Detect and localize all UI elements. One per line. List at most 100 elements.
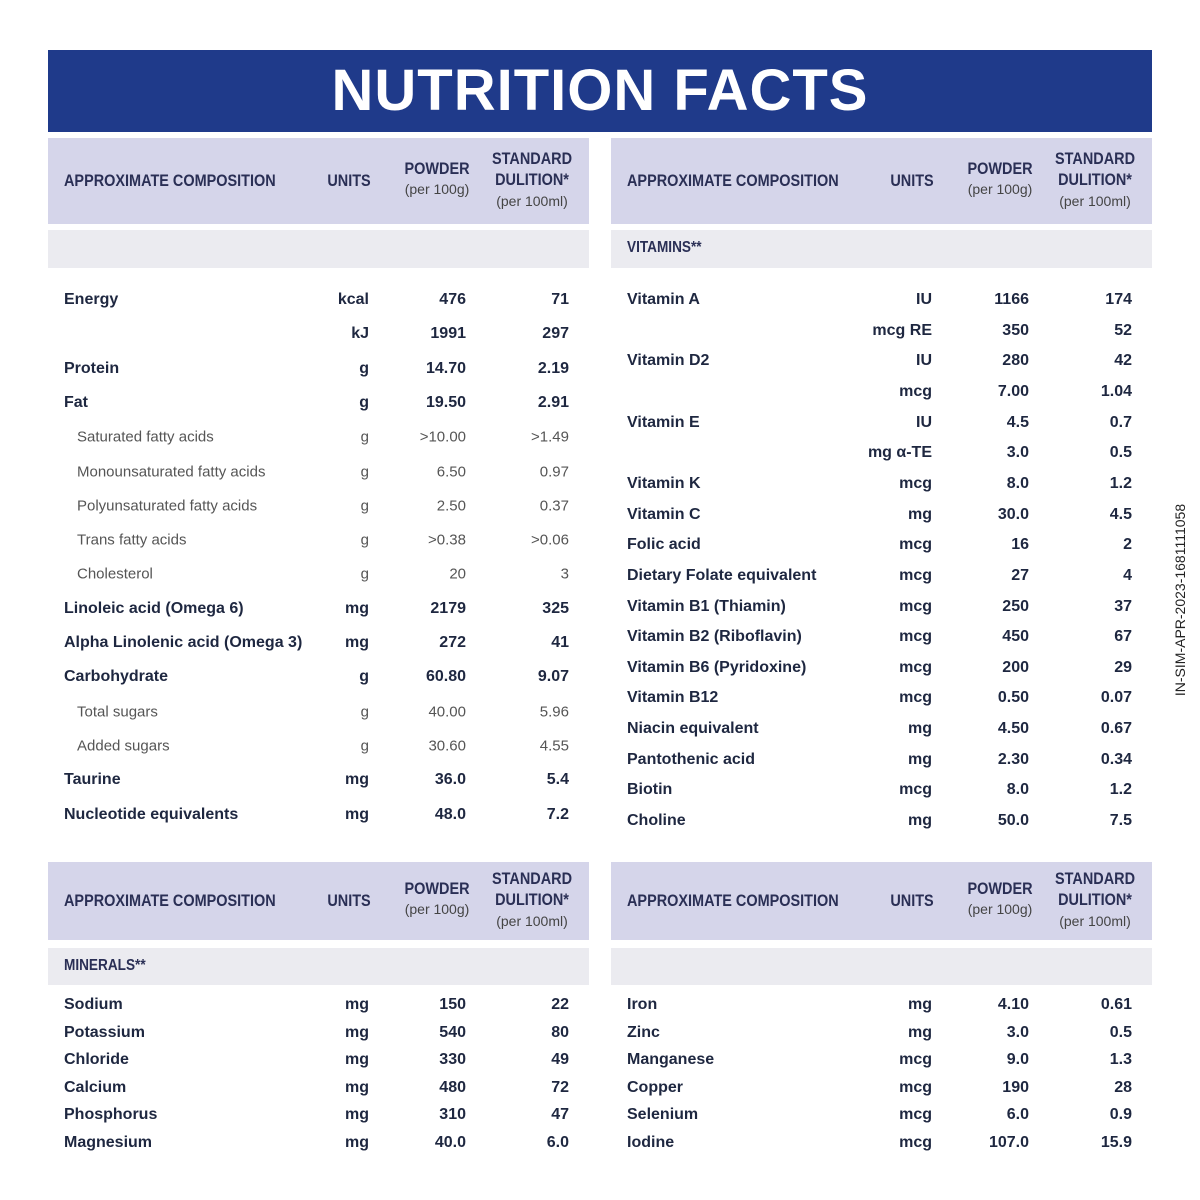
row-powder: 60.80 — [425, 668, 466, 686]
row-powder: 480 — [439, 1078, 466, 1096]
row-dilution: 1.04 — [1100, 382, 1132, 400]
row-name: Vitamin C — [627, 505, 701, 523]
row-powder: 2179 — [430, 599, 466, 617]
row-name: Alpha Linolenic acid (Omega 3) — [64, 634, 303, 651]
row-name: Vitamin E — [627, 413, 700, 431]
row-name: Monounsaturated fatty acids — [77, 463, 266, 480]
row-unit: g — [359, 393, 369, 411]
header-dilution: STANDARD — [491, 149, 573, 168]
section-bar — [48, 948, 589, 985]
row-name: Added sugars — [77, 737, 170, 755]
row-dilution: 0.67 — [1100, 720, 1132, 738]
title-bar: NUTRITION FACTS — [48, 50, 1152, 132]
header-units: UNITS — [327, 171, 371, 190]
row-name: Linoleic acid (Omega 6) — [64, 599, 244, 617]
row-name: Dietary Folate equivalent — [627, 566, 817, 584]
row-unit: g — [360, 565, 369, 583]
row-dilution: 2.19 — [537, 359, 569, 377]
row-dilution: 52 — [1114, 321, 1132, 339]
row-powder: 200 — [1002, 658, 1029, 676]
row-name: Saturated fatty acids — [77, 428, 214, 446]
row-unit: mcg — [899, 1106, 932, 1124]
row-powder: 4.10 — [997, 996, 1029, 1013]
row-name: Manganese — [627, 1051, 715, 1069]
row-powder: 4.50 — [997, 720, 1029, 738]
row-unit: mcg — [899, 382, 932, 400]
row-powder: 9.0 — [1006, 1051, 1029, 1069]
header-dilution-sub: (per 100ml) — [496, 193, 568, 209]
row-powder: 0.50 — [997, 689, 1029, 707]
row-unit: mg — [345, 1134, 369, 1151]
row-unit: mcg — [899, 536, 932, 554]
row-dilution: 41 — [551, 634, 569, 651]
row-name: Pantothenic acid — [627, 750, 756, 768]
header-units: UNITS — [890, 891, 934, 910]
row-dilution: 0.61 — [1100, 996, 1132, 1013]
row-powder: 4.5 — [1006, 413, 1029, 431]
row-dilution: 1.2 — [1109, 781, 1132, 799]
header-dilution-sub: (per 100ml) — [496, 913, 568, 929]
row-unit: mg — [345, 1106, 369, 1124]
row-unit: IU — [916, 291, 932, 308]
row-powder: 48.0 — [434, 805, 466, 823]
row-unit: mcg — [899, 689, 932, 707]
row-dilution: 0.97 — [539, 463, 569, 480]
side-code: IN-SIM-APR-2023-1681111058 — [1172, 503, 1188, 697]
row-powder: 250 — [1002, 597, 1029, 615]
row-powder: 6.0 — [1006, 1106, 1029, 1124]
row-name: Selenium — [627, 1106, 699, 1124]
row-unit: mg — [345, 1051, 369, 1069]
header-composition: APPROXIMATE COMPOSITION — [64, 171, 276, 190]
row-dilution: 9.07 — [537, 668, 569, 686]
row-unit: mcg — [899, 658, 932, 676]
row-name: Vitamin B1 (Thiamin) — [627, 597, 786, 615]
row-name: Carbohydrate — [64, 668, 169, 686]
row-name: Vitamin B12 — [627, 689, 719, 707]
row-unit: mg — [908, 996, 932, 1013]
row-name: Total sugars — [77, 703, 158, 721]
row-powder: 2.50 — [436, 497, 466, 515]
header-powder-sub: (per 100g) — [404, 901, 470, 917]
header-bar — [48, 862, 589, 940]
row-unit: mg — [345, 634, 369, 651]
row-unit: mcg — [899, 628, 932, 646]
row-name: Choline — [627, 812, 686, 830]
row-powder: 190 — [1002, 1078, 1029, 1096]
row-powder: 330 — [439, 1051, 466, 1069]
header-bar — [611, 862, 1152, 940]
row-unit: mg — [908, 505, 932, 523]
row-dilution: 4.55 — [539, 737, 569, 755]
row-powder: 3.0 — [1006, 444, 1029, 462]
row-dilution: 0.07 — [1100, 689, 1132, 707]
row-unit: g — [360, 531, 369, 549]
row-powder: 476 — [439, 291, 466, 308]
row-name: Vitamin D2 — [627, 352, 710, 370]
section-label: VITAMINS** — [627, 239, 702, 256]
row-powder: 50.0 — [997, 812, 1029, 830]
row-unit: mg α-TE — [867, 444, 932, 462]
row-name: Folic acid — [627, 536, 701, 554]
row-powder: 540 — [439, 1023, 466, 1041]
header-dilution: DULITION* — [495, 890, 569, 909]
row-name: Energy — [64, 291, 119, 308]
row-name: Vitamin B6 (Pyridoxine) — [627, 658, 807, 676]
row-unit: g — [360, 737, 369, 755]
row-dilution: 6.0 — [546, 1134, 569, 1151]
section-bar — [611, 230, 1152, 268]
row-powder: >10.00 — [419, 428, 466, 446]
header-composition: APPROXIMATE COMPOSITION — [627, 891, 839, 910]
row-unit: mcg RE — [872, 321, 932, 339]
header-dilution: DULITION* — [1058, 890, 1132, 909]
row-name: Vitamin B2 (Riboflavin) — [627, 628, 802, 646]
title: NUTRITION FACTS — [331, 58, 869, 123]
row-powder: 2.30 — [997, 750, 1029, 768]
row-dilution: 67 — [1114, 628, 1132, 646]
header-bar — [48, 138, 589, 224]
row-dilution: 0.5 — [1109, 444, 1132, 462]
row-unit: mg — [345, 996, 369, 1013]
row-dilution: 28 — [1114, 1078, 1132, 1096]
row-unit: g — [360, 703, 369, 721]
row-powder: 350 — [1002, 321, 1029, 339]
header-dilution: STANDARD — [1054, 869, 1136, 888]
row-name: Polyunsaturated fatty acids — [77, 497, 258, 515]
